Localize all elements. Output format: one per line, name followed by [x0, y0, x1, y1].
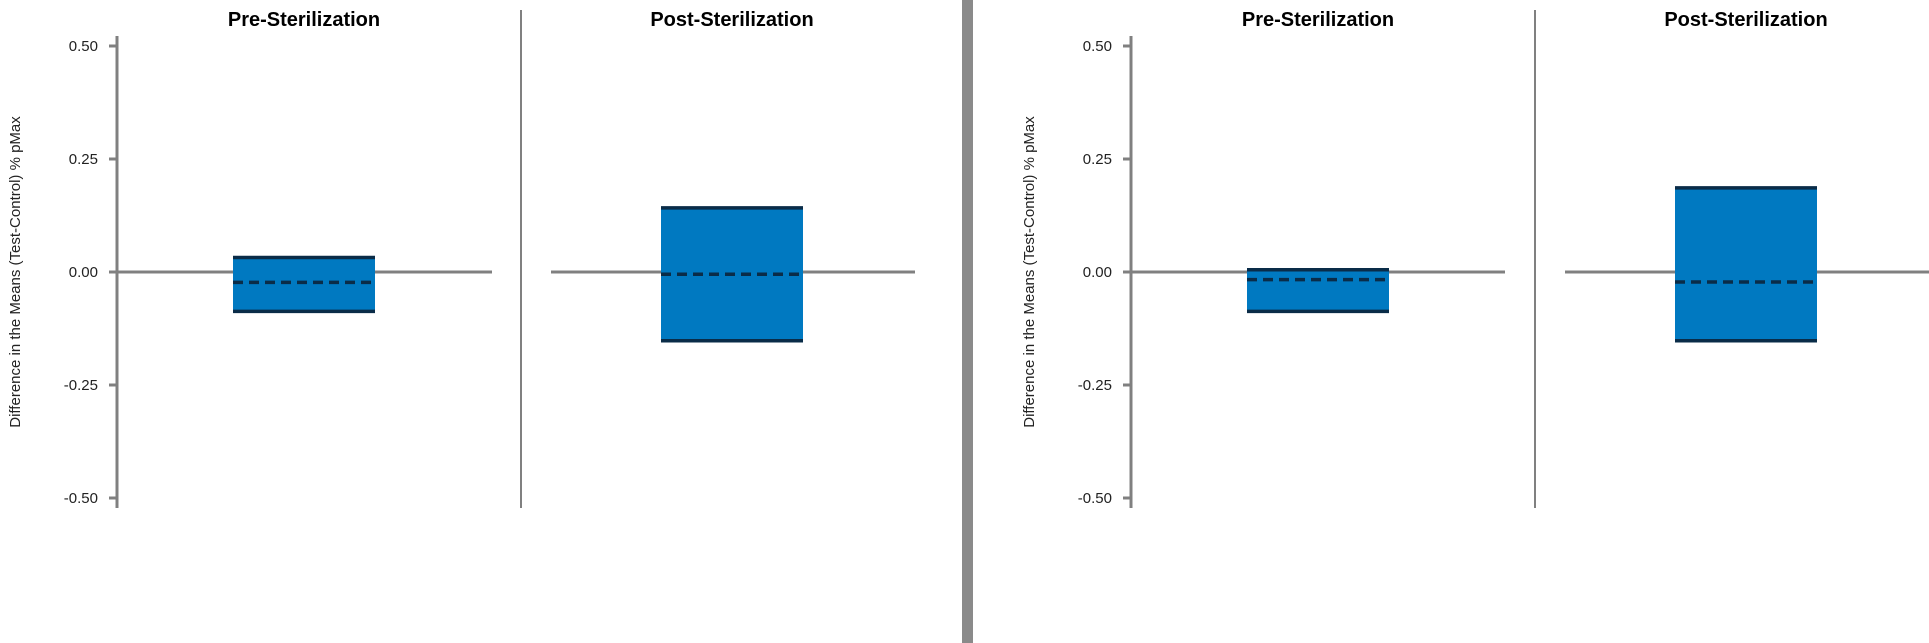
panel-title: Post-Sterilization	[1664, 9, 1827, 31]
y-tick-label: 0.00	[69, 264, 98, 281]
y-tick-label: 0.50	[69, 38, 98, 55]
y-tick-label: -0.50	[1078, 490, 1112, 507]
y-tick-label: 0.25	[69, 151, 98, 168]
panel-title: Post-Sterilization	[650, 9, 813, 31]
interval-box-2-1	[1247, 269, 1389, 312]
y-tick-label: -0.25	[1078, 377, 1112, 394]
y-axis-title: Difference in the Means (Test-Control) %…	[1021, 116, 1038, 428]
panel-title: Pre-Sterilization	[1242, 9, 1394, 31]
interval-box-2-2	[1675, 187, 1817, 341]
chart-divider	[962, 0, 973, 643]
y-tick-label: -0.50	[64, 490, 98, 507]
y-axis-title: Difference in the Means (Test-Control) %…	[7, 116, 24, 428]
y-tick-label: 0.25	[1083, 151, 1112, 168]
interval-box-1-1	[233, 257, 375, 312]
y-tick-label: -0.25	[64, 377, 98, 394]
y-tick-label: 0.00	[1083, 264, 1112, 281]
panel-title: Pre-Sterilization	[228, 9, 380, 31]
y-tick-label: 0.50	[1083, 38, 1112, 55]
